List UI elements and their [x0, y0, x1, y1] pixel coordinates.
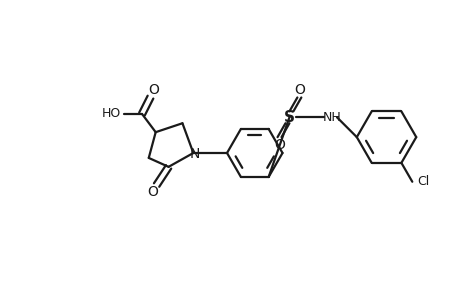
Text: O: O — [274, 138, 285, 152]
Text: Cl: Cl — [416, 175, 428, 188]
Text: O: O — [293, 82, 304, 97]
Text: N: N — [189, 147, 199, 161]
Text: S: S — [283, 110, 294, 125]
Text: O: O — [148, 83, 159, 97]
Text: NH: NH — [322, 111, 341, 124]
Text: HO: HO — [101, 107, 121, 120]
Text: O: O — [146, 185, 157, 199]
